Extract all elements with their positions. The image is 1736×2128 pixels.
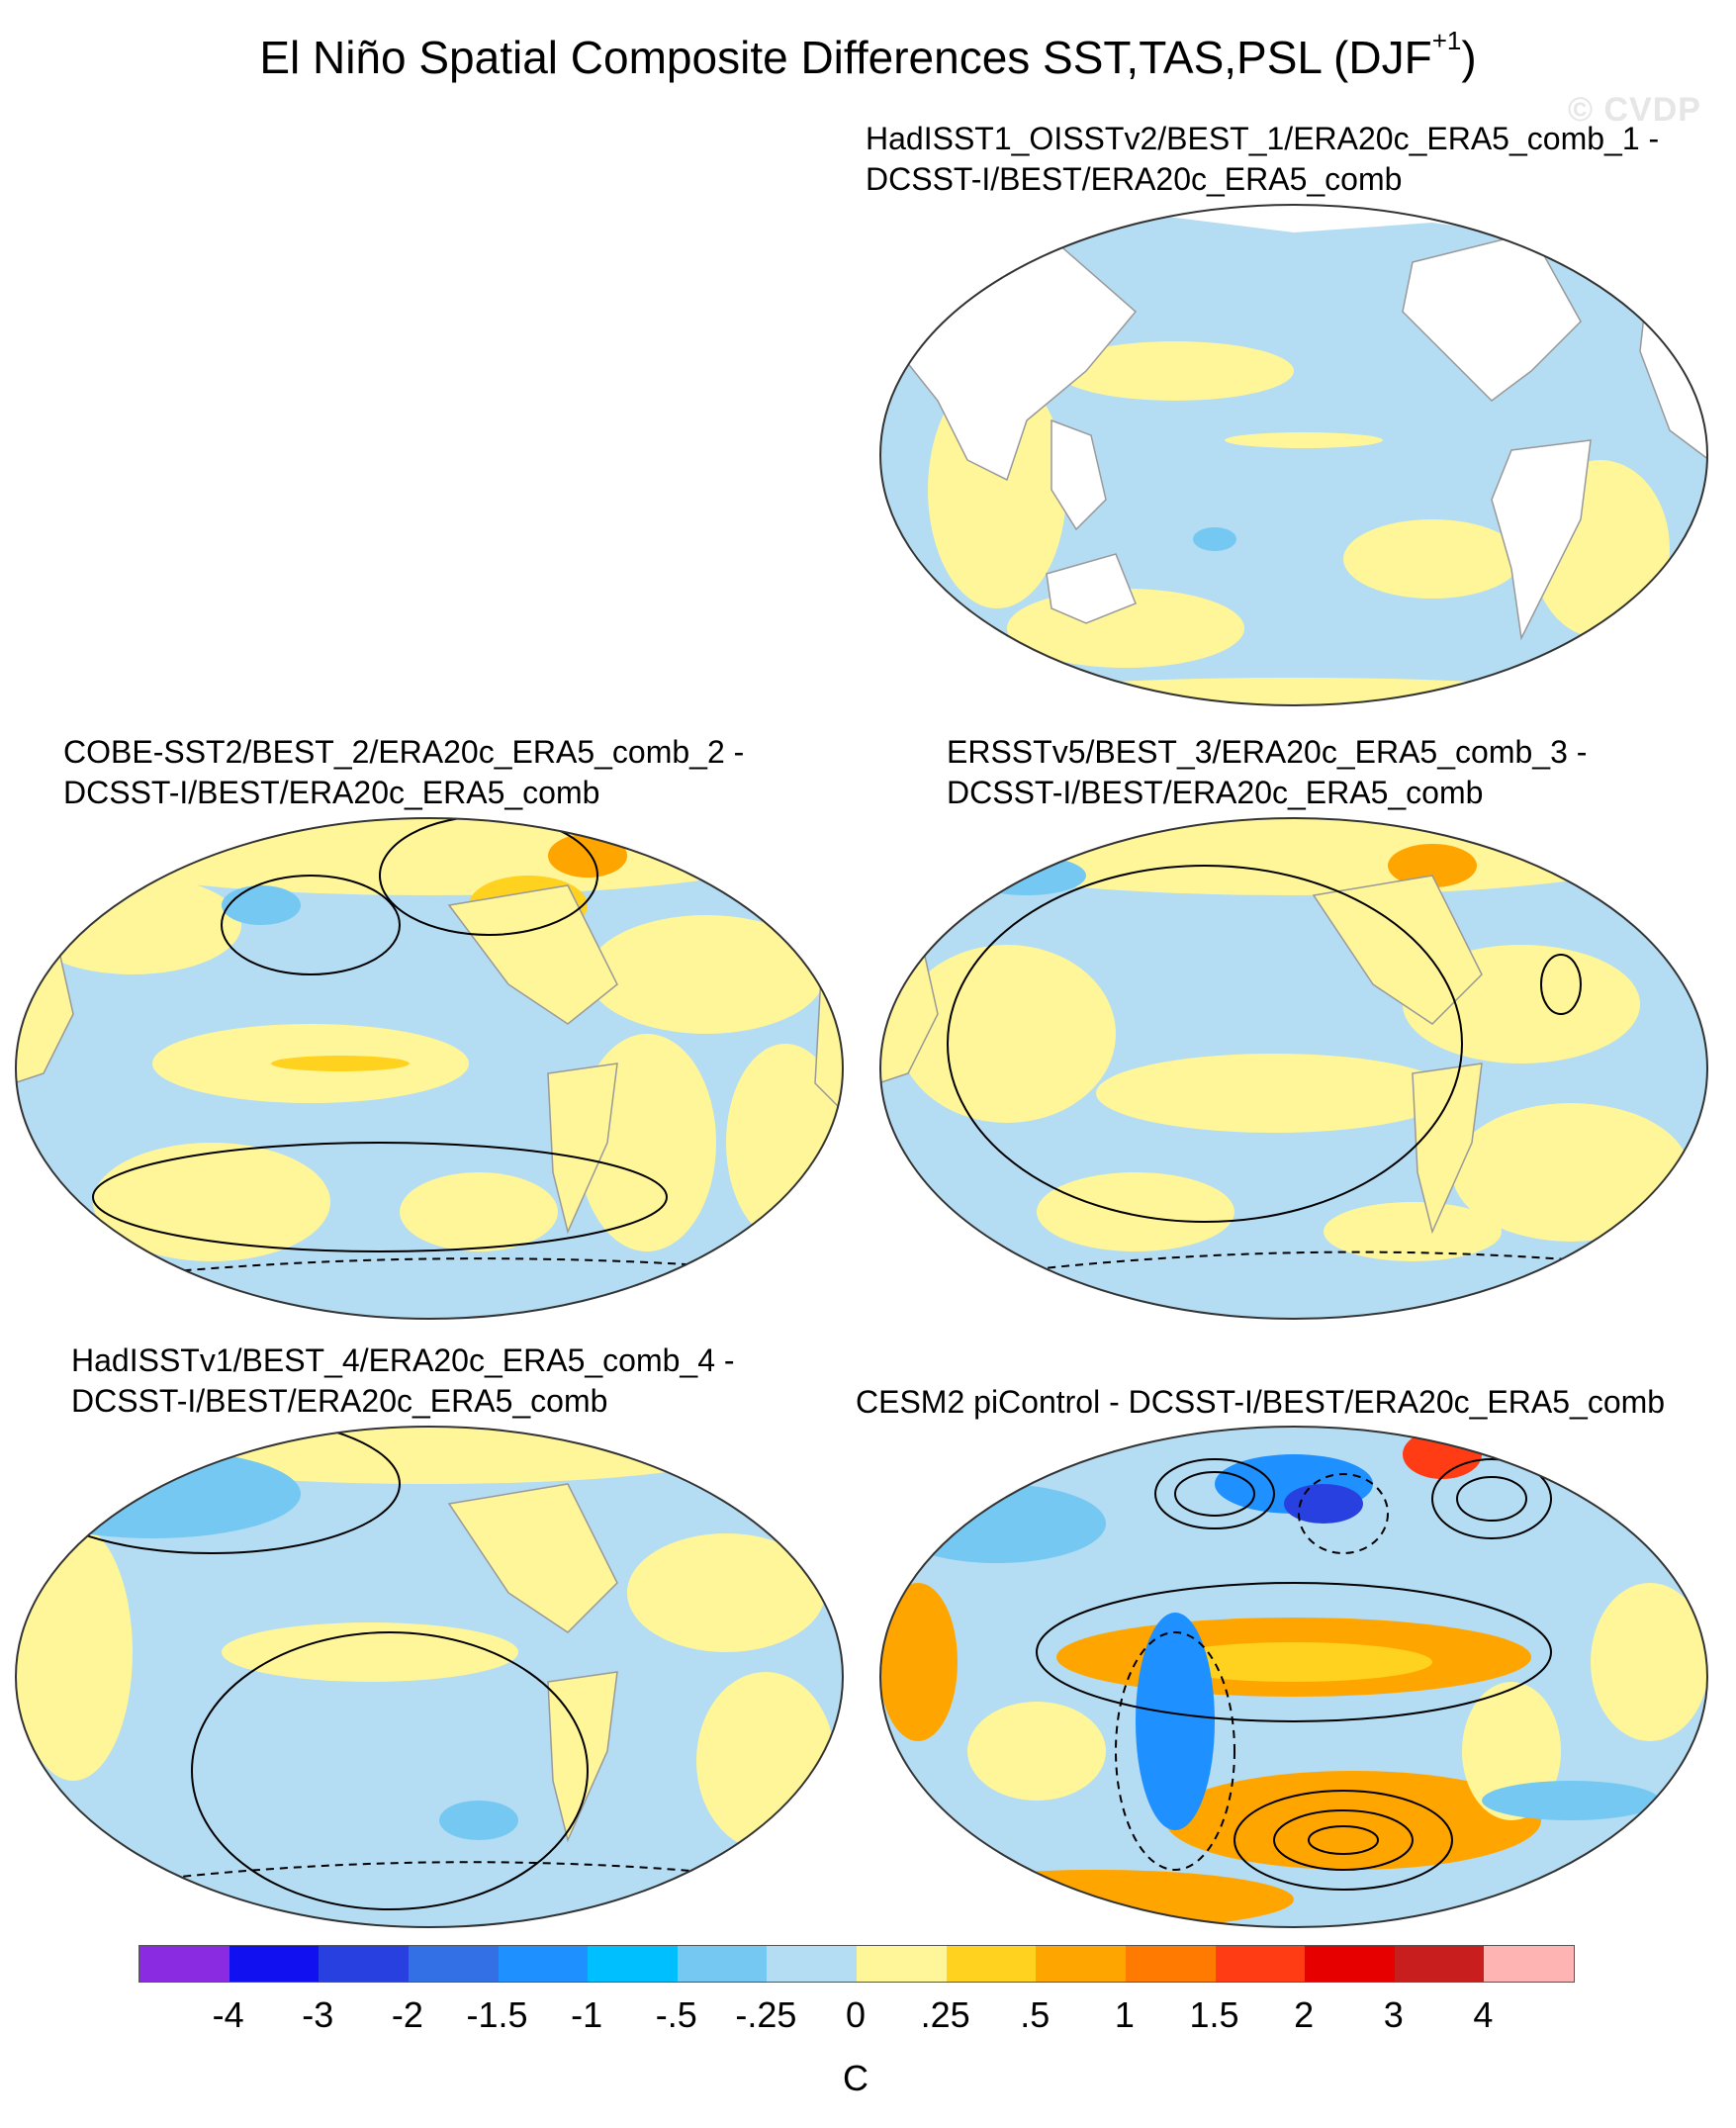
colorbar-swatch: [498, 1946, 589, 1982]
colorbar-swatch: [588, 1946, 678, 1982]
colorbar-tick-label: 0: [845, 1994, 867, 2035]
map-panel-4: [14, 1425, 845, 1929]
colorbar-tick-label: 1.5: [1189, 1994, 1239, 2035]
colorbar-swatch: [139, 1946, 229, 1982]
colorbar-swatch: [319, 1946, 409, 1982]
colorbar: [138, 1945, 1575, 1983]
colorbar-swatch: [1305, 1946, 1395, 1982]
colorbar-swatch: [946, 1946, 1037, 1982]
panel-3-title: ERSSTv5/BEST_3/ERA20c_ERA5_comb_3 - DCSST…: [947, 734, 1588, 810]
colorbar-tick-label: .25: [920, 1994, 970, 2035]
map-panel-5: [878, 1425, 1709, 1929]
colorbar-tick-label: -3: [302, 1994, 334, 2035]
colorbar-tick-label: 2: [1294, 1994, 1315, 2035]
colorbar-swatch: [1036, 1946, 1126, 1982]
colorbar-units: C: [843, 2058, 868, 2098]
colorbar-tick-label: 4: [1473, 1994, 1494, 2035]
map-panel-2: [14, 816, 845, 1321]
colorbar-tick-label: -4: [212, 1994, 244, 2035]
colorbar-swatch: [1125, 1946, 1216, 1982]
colorbar-tick-label: -.5: [655, 1994, 697, 2035]
colorbar-tick-label: 1: [1114, 1994, 1135, 2035]
colorbar-tick-label: .5: [1020, 1994, 1051, 2035]
panel-5-title: CESM2 piControl - DCSST-I/BEST/ERA20c_ER…: [856, 1384, 1666, 1420]
colorbar-tick-label: -1.5: [466, 1994, 528, 2035]
panel-1-title: HadISST1_OISSTv2/BEST_1/ERA20c_ERA5_comb…: [866, 121, 1660, 197]
map-panel-3: [878, 816, 1709, 1321]
colorbar-swatch: [1394, 1946, 1485, 1982]
colorbar-swatch: [408, 1946, 499, 1982]
figure-title: El Niño Spatial Composite Differences SS…: [259, 26, 1477, 83]
colorbar-tick-label: -.25: [735, 1994, 797, 2035]
panel-2-title: COBE-SST2/BEST_2/ERA20c_ERA5_comb_2 - DCS…: [63, 734, 745, 810]
colorbar-tick-labels: -4 -3 -2 -1.5 -1 -.5 -.25 0 .25 .5 1 1.5 2 3 4: [138, 1994, 1573, 2038]
colorbar-swatch: [1215, 1946, 1306, 1982]
colorbar-swatch: [767, 1946, 857, 1982]
colorbar-tick-label: -2: [391, 1994, 423, 2035]
map-panel-1: [878, 203, 1709, 707]
colorbar-tick-label: -1: [571, 1994, 603, 2035]
colorbar-swatch: [677, 1946, 768, 1982]
colorbar-tick-label: 3: [1383, 1994, 1404, 2035]
colorbar-swatch: [228, 1946, 320, 1982]
cvdp-watermark: © CVDP: [1568, 91, 1701, 129]
panel-4-title: HadISSTv1/BEST_4/ERA20c_ERA5_comb_4 - DCS…: [71, 1342, 735, 1419]
colorbar-swatch: [1484, 1946, 1574, 1982]
colorbar-swatch: [857, 1946, 947, 1982]
